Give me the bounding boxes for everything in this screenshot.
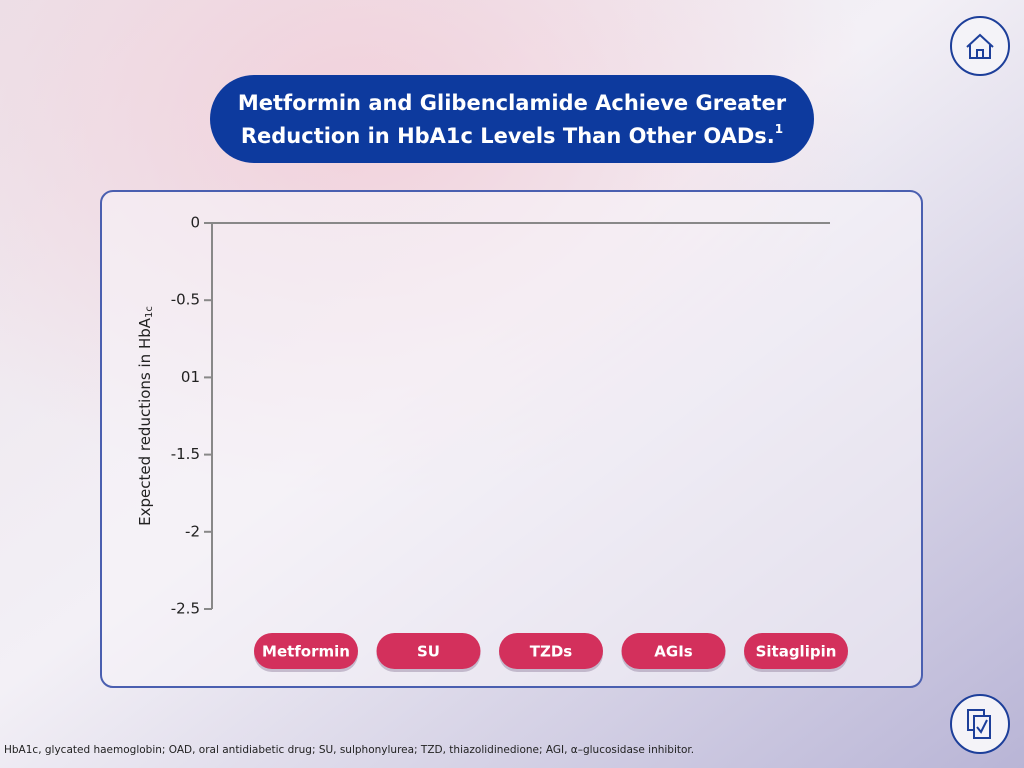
title-pill [210,75,814,163]
category-button[interactable]: AGIs [621,633,726,672]
y-tick-label: -2.5 [171,600,200,618]
category-button[interactable]: Metformin [254,633,358,672]
button-label[interactable]: Metformin [262,643,350,661]
title-superscript: 1 [775,122,783,136]
category-button[interactable]: SU [376,633,481,672]
button-body [376,633,481,669]
y-tick-label: -0.5 [171,291,200,309]
y-label-text: Expected reductions in HbA [136,317,154,526]
button-body [499,633,603,669]
footnote: HbA1c, glycated haemoglobin; OAD, oral a… [4,744,694,756]
button-label[interactable]: TZDs [530,643,573,661]
references-button[interactable] [950,694,1010,754]
chart-frame [100,190,923,688]
y-tick-label: -1.5 [171,445,200,463]
y-tick-label: 0 [190,214,200,232]
button-label[interactable]: Sitaglipin [756,643,837,661]
home-button[interactable] [950,16,1010,76]
button-body [254,633,358,669]
button-label[interactable]: SU [417,643,440,661]
y-tick-label: -2 [185,522,200,540]
y-axis-label: Expected reductions in HbA1c [136,306,156,526]
category-button[interactable]: TZDs [499,633,603,672]
title-line: Reduction in HbA1c Levels Than Other OAD… [241,122,783,149]
y-tick-label: 01 [181,368,200,386]
y-label-subscript: 1c [144,306,155,318]
title-line-1: Metformin and Glibenclamide Achieve Grea… [238,91,787,115]
button-body [621,633,726,669]
button-body [744,633,848,669]
button-label[interactable]: AGIs [654,643,693,661]
category-button[interactable]: Sitaglipin [744,633,848,672]
